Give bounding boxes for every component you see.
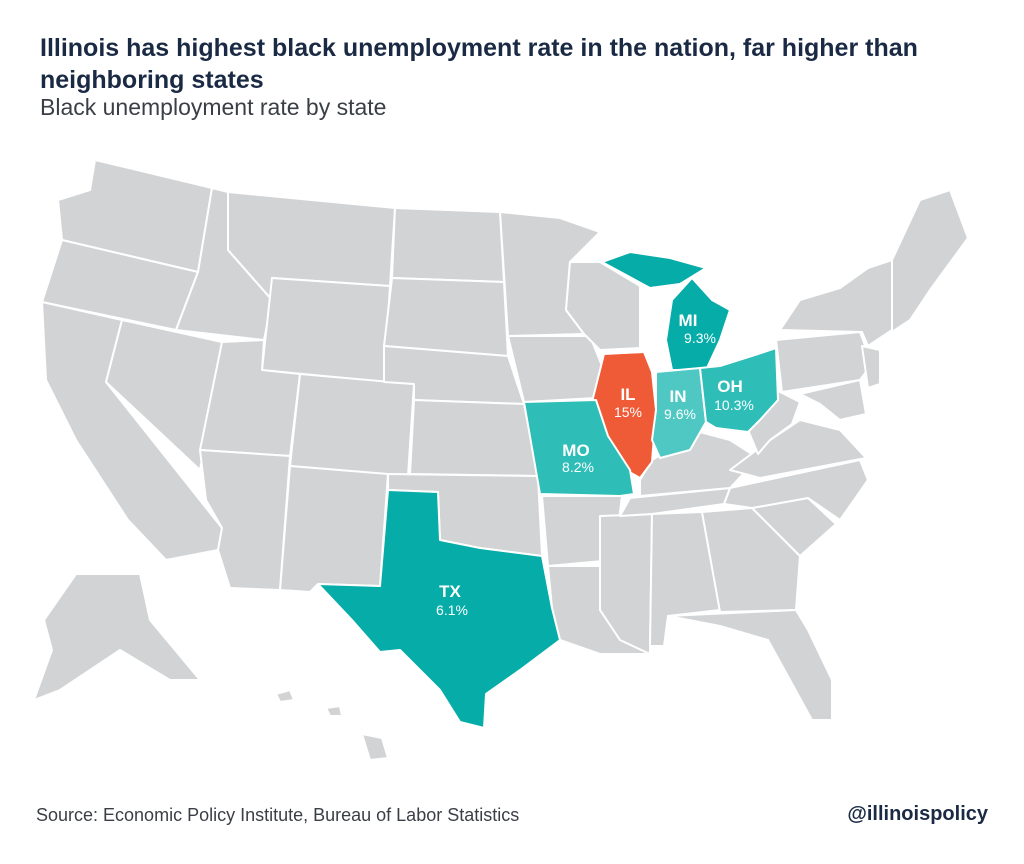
- state-ohio: [699, 347, 779, 433]
- label-mi-abbr: MI: [679, 311, 698, 330]
- label-oh-abbr: OH: [717, 377, 743, 396]
- label-mo-value: 8.2%: [562, 459, 594, 475]
- state-wisconsin: [565, 261, 641, 351]
- label-oh-value: 10.3%: [714, 397, 754, 413]
- label-il-abbr: IL: [620, 385, 635, 404]
- label-il-value: 15%: [614, 404, 642, 420]
- state-wyoming: [261, 277, 391, 383]
- chart-subtitle: Black unemployment rate by state: [40, 94, 387, 120]
- state-north-carolina: [723, 459, 869, 521]
- state-florida: [667, 609, 833, 721]
- source-note: Source: Economic Policy Institute, Burea…: [36, 805, 520, 825]
- state-new-england: [879, 189, 969, 341]
- state-texas: [317, 489, 561, 729]
- state-new-mexico: [279, 465, 389, 593]
- state-kansas: [409, 399, 539, 477]
- label-in-value: 9.6%: [664, 406, 696, 422]
- state-michigan: [601, 251, 731, 371]
- label-mi-value: 9.3%: [684, 330, 716, 346]
- state-new-jersey: [861, 345, 881, 389]
- state-iowa: [507, 335, 607, 403]
- state-south-dakota: [383, 277, 509, 357]
- state-maryland-delaware: [799, 379, 867, 421]
- state-north-dakota: [391, 207, 505, 283]
- state-colorado: [289, 373, 415, 477]
- us-map: MI 9.3% IL 15% IN 9.6% OH 10.3% MO 8.2% …: [33, 159, 969, 761]
- label-in-abbr: IN: [670, 387, 687, 406]
- state-nevada: [105, 319, 223, 471]
- label-tx-value: 6.1%: [436, 602, 468, 618]
- state-alaska: [33, 573, 201, 701]
- state-labels: MI 9.3% IL 15% IN 9.6% OH 10.3% MO 8.2% …: [436, 311, 754, 618]
- state-hawaii: [275, 689, 389, 761]
- label-mo-abbr: MO: [562, 441, 589, 460]
- chart-title: Illinois has highest black unemployment …: [40, 34, 918, 94]
- label-tx-abbr: TX: [439, 582, 461, 601]
- highlighted-states: [317, 251, 779, 729]
- state-georgia: [701, 507, 801, 613]
- state-missouri: [523, 399, 635, 497]
- state-new-york: [779, 259, 893, 347]
- base-states: [33, 159, 969, 761]
- social-handle: @illinoispolicy: [847, 803, 988, 825]
